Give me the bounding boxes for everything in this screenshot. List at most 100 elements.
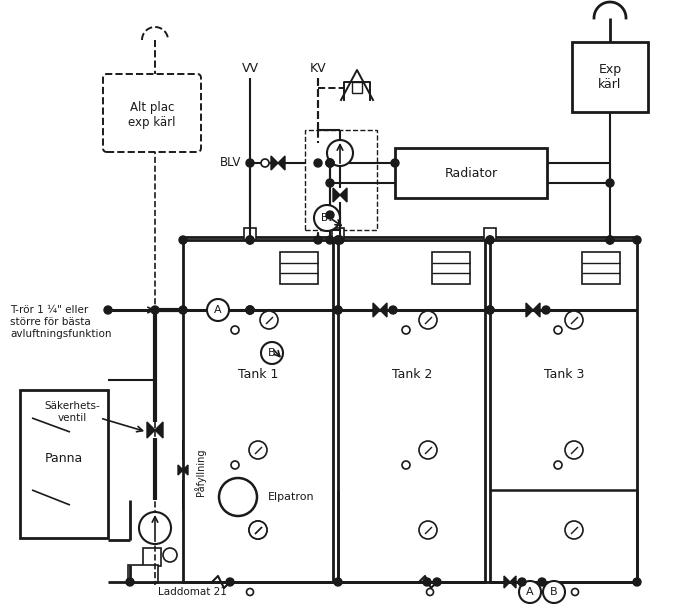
Circle shape	[486, 236, 494, 244]
FancyBboxPatch shape	[103, 74, 201, 152]
Polygon shape	[333, 188, 340, 202]
Bar	[395, 148, 547, 198]
Text: A: A	[214, 305, 222, 315]
Text: Alt plac
exp kärl: Alt plac exp kärl	[128, 101, 176, 129]
Circle shape	[606, 236, 614, 244]
Bar	[582, 252, 620, 284]
Circle shape	[207, 299, 229, 321]
Circle shape	[402, 326, 410, 334]
Text: Tank 1: Tank 1	[238, 368, 278, 381]
Circle shape	[231, 326, 239, 334]
Circle shape	[486, 306, 494, 314]
Circle shape	[433, 578, 441, 586]
Circle shape	[249, 521, 267, 539]
Circle shape	[246, 236, 254, 244]
Circle shape	[543, 581, 565, 603]
Polygon shape	[510, 576, 516, 588]
Circle shape	[326, 159, 334, 167]
Circle shape	[334, 578, 342, 586]
Text: BLV: BLV	[220, 155, 242, 169]
Text: B: B	[268, 348, 276, 358]
Circle shape	[334, 306, 342, 314]
Circle shape	[486, 306, 494, 314]
Circle shape	[633, 578, 641, 586]
Polygon shape	[533, 303, 540, 317]
Bar	[338, 237, 485, 582]
Circle shape	[246, 236, 254, 244]
Circle shape	[246, 306, 254, 314]
Circle shape	[326, 159, 334, 167]
Bar	[244, 228, 256, 240]
Text: Exp
kärl: Exp kärl	[598, 63, 622, 91]
Text: B: B	[550, 587, 558, 597]
Polygon shape	[178, 465, 183, 475]
Text: B₁: B₁	[321, 213, 332, 223]
Circle shape	[179, 306, 187, 314]
Circle shape	[260, 311, 278, 329]
Circle shape	[542, 306, 550, 314]
Polygon shape	[183, 465, 188, 475]
Bar	[143, 548, 161, 566]
Text: A: A	[526, 587, 534, 597]
Circle shape	[126, 578, 134, 586]
Polygon shape	[380, 303, 387, 317]
Circle shape	[219, 478, 257, 516]
Circle shape	[314, 205, 340, 231]
Circle shape	[314, 159, 322, 167]
Text: Elpatron: Elpatron	[268, 492, 314, 502]
Polygon shape	[278, 156, 285, 170]
Circle shape	[231, 461, 239, 469]
Circle shape	[336, 236, 344, 244]
Polygon shape	[340, 188, 347, 202]
Circle shape	[326, 179, 334, 187]
Circle shape	[554, 326, 562, 334]
Circle shape	[249, 441, 267, 459]
Polygon shape	[504, 576, 510, 588]
Circle shape	[327, 140, 353, 166]
Circle shape	[334, 236, 342, 244]
Circle shape	[314, 236, 322, 244]
Circle shape	[419, 521, 437, 539]
Bar	[332, 228, 344, 240]
Text: KV: KV	[309, 62, 326, 75]
Circle shape	[606, 236, 614, 244]
Bar	[305, 130, 377, 230]
Circle shape	[519, 581, 541, 603]
Circle shape	[565, 311, 583, 329]
Circle shape	[518, 578, 526, 586]
Circle shape	[246, 159, 254, 167]
Circle shape	[246, 306, 254, 314]
Text: Påfyllning: Påfyllning	[194, 448, 206, 496]
Polygon shape	[147, 422, 155, 438]
Circle shape	[402, 461, 410, 469]
Bar	[572, 42, 648, 112]
Bar	[484, 228, 496, 240]
Circle shape	[261, 159, 269, 167]
Circle shape	[606, 179, 614, 187]
Circle shape	[565, 521, 583, 539]
Text: T-rör 1 ¼" eller
större för bästa
avluftningsfunktion: T-rör 1 ¼" eller större för bästa avluft…	[10, 306, 111, 339]
Text: Säkerhets-
ventil: Säkerhets- ventil	[44, 401, 100, 423]
Circle shape	[326, 211, 334, 219]
Circle shape	[179, 236, 187, 244]
Circle shape	[246, 306, 254, 314]
Circle shape	[261, 342, 283, 364]
Polygon shape	[373, 303, 380, 317]
Bar	[20, 390, 108, 538]
Circle shape	[334, 236, 342, 244]
Bar	[183, 237, 333, 582]
Bar	[128, 565, 158, 583]
Bar	[490, 237, 637, 582]
Circle shape	[326, 236, 334, 244]
Bar	[432, 252, 470, 284]
Circle shape	[326, 159, 334, 167]
Circle shape	[151, 306, 159, 314]
Text: Tank 3: Tank 3	[544, 368, 584, 381]
Circle shape	[538, 578, 546, 586]
Text: Tank 2: Tank 2	[392, 368, 432, 381]
Bar	[280, 252, 318, 284]
Circle shape	[334, 306, 342, 314]
Text: Laddomat 21: Laddomat 21	[158, 587, 226, 597]
Circle shape	[226, 578, 234, 586]
Text: VV: VV	[241, 62, 258, 75]
